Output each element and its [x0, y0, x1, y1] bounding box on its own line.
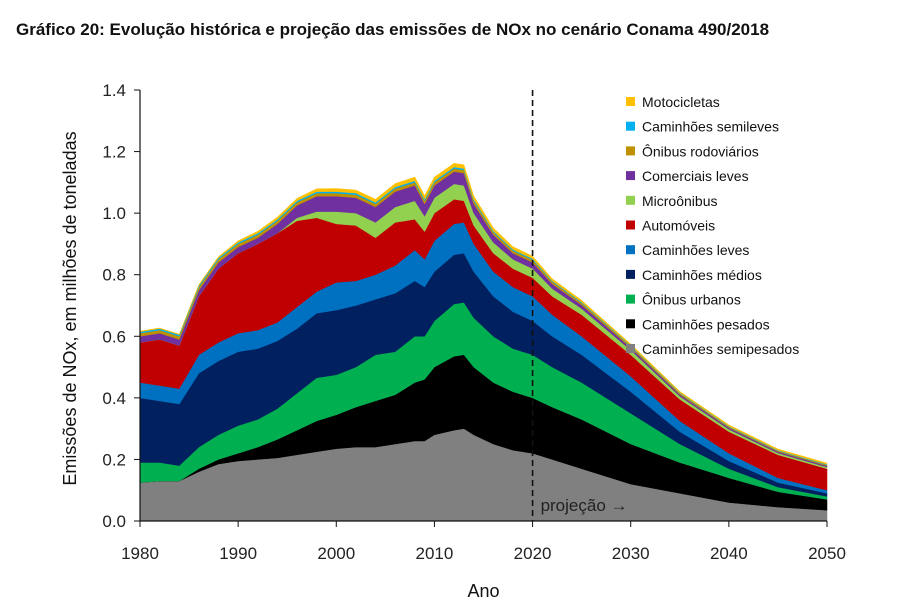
x-tick-label: 2020 — [514, 544, 552, 563]
legend-label: Ônibus rodoviários — [642, 143, 759, 159]
legend-label: Caminhões semileves — [642, 119, 779, 135]
legend-swatch — [626, 121, 635, 131]
legend-swatch — [626, 245, 635, 255]
legend-label: Caminhões semipesados — [642, 341, 799, 357]
area-layers — [139, 163, 828, 522]
x-tick-label: 1980 — [121, 544, 159, 563]
y-tick-label: 0.0 — [102, 512, 126, 531]
y-tick-label: 1.4 — [102, 81, 126, 100]
axes — [139, 90, 827, 522]
x-tick-label: 2010 — [416, 544, 454, 563]
y-tick-label: 1.0 — [102, 204, 126, 223]
legend-swatch — [626, 269, 635, 279]
legend-label: Motocicletas — [642, 94, 720, 110]
legend-label: Comerciais leves — [642, 168, 749, 184]
y-tick-label: 1.2 — [102, 143, 126, 162]
y-tick-label: 0.4 — [102, 389, 126, 408]
legend-label: Microônibus — [642, 193, 717, 209]
legend-swatch — [626, 319, 635, 329]
legend-label: Automóveis — [642, 218, 715, 234]
legend-swatch — [626, 195, 635, 205]
legend-swatch — [626, 294, 635, 304]
x-tick-label: 1990 — [219, 544, 257, 563]
legend-swatch — [626, 97, 635, 106]
x-tick-label: 2030 — [612, 544, 650, 563]
y-tick-label: 0.6 — [102, 327, 126, 346]
y-axis-title: Emissões de NOx, em milhões de toneladas — [60, 131, 80, 485]
legend-label: Caminhões médios — [642, 267, 762, 283]
chart-title: Gráfico 20: Evolução histórica e projeçã… — [16, 20, 770, 39]
y-tick-label: 0.2 — [102, 450, 126, 469]
legend: Motocicletas Caminhões semileves Ônibus ro… — [626, 94, 799, 357]
legend-swatch — [626, 146, 635, 156]
x-tick-label: 2000 — [317, 544, 355, 563]
legend-label: Caminhões leves — [642, 242, 749, 258]
projection-annotation: projeção → — [541, 496, 628, 515]
area-series-10 — [139, 163, 828, 465]
y-tick-label: 0.8 — [102, 266, 126, 285]
legend-swatch — [626, 344, 635, 353]
legend-label: Caminhões pesados — [642, 316, 770, 332]
x-axis-title: Ano — [467, 581, 499, 601]
legend-label: Ônibus urbanos — [642, 292, 741, 308]
tick-labels: 0.0 0.2 0.4 0.6 0.8 1.0 1.2 1.4 1980 1990 2000 2010… — [102, 81, 846, 563]
legend-swatch — [626, 171, 635, 181]
x-tick-label: 2040 — [710, 544, 748, 563]
legend-swatch — [626, 220, 635, 230]
x-tick-label: 2050 — [808, 544, 846, 563]
